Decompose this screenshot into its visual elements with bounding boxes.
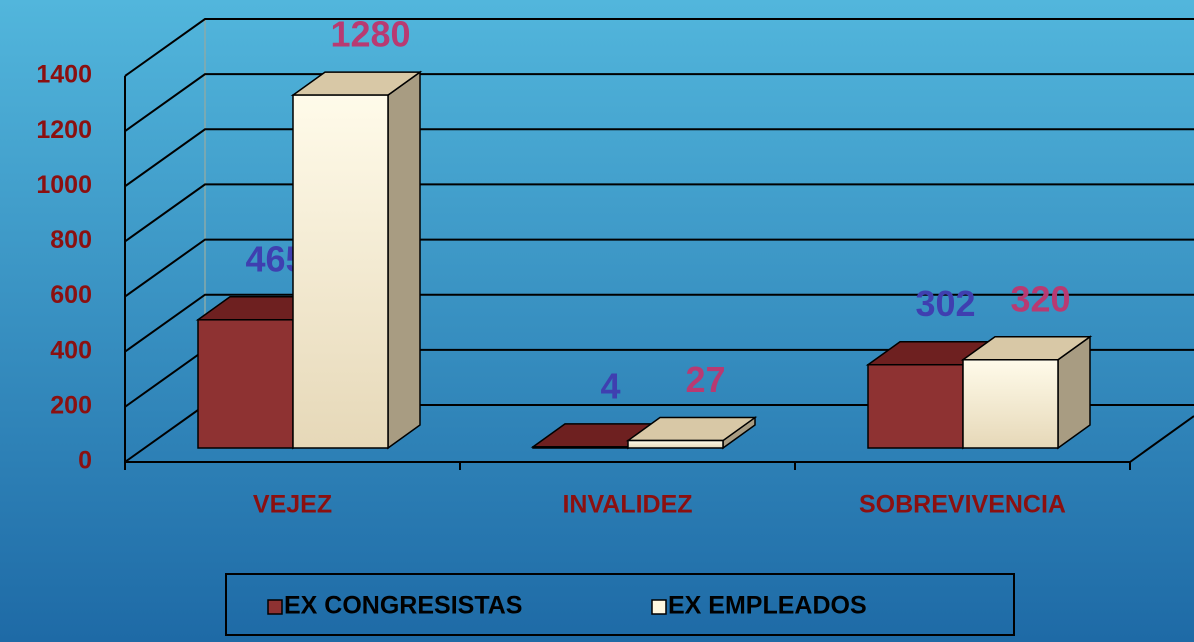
y-tick-label: 1000 xyxy=(36,171,92,199)
bar xyxy=(962,359,1059,449)
y-tick-label: 0 xyxy=(78,447,92,475)
y-tick-label: 1400 xyxy=(36,61,92,89)
y-tick-label: 400 xyxy=(50,336,92,364)
data-label: 302 xyxy=(915,283,975,324)
legend-label: EX EMPLEADOS xyxy=(668,592,867,620)
y-tick-label: 1200 xyxy=(36,116,92,144)
y-tick-label: 600 xyxy=(50,281,92,309)
data-label: 320 xyxy=(1010,278,1070,319)
x-tick-label: SOBREVIVENCIA xyxy=(859,491,1066,519)
x-tick-label: INVALIDEZ xyxy=(562,491,692,519)
bar xyxy=(197,319,294,449)
grid-line xyxy=(124,18,1194,77)
data-label: 27 xyxy=(685,359,725,400)
x-tick-label: VEJEZ xyxy=(253,491,332,519)
bar xyxy=(532,446,629,449)
y-tick-label: 200 xyxy=(50,391,92,419)
data-label: 4 xyxy=(600,365,620,406)
legend-label: EX CONGRESISTAS xyxy=(284,592,522,620)
legend-swatch xyxy=(651,599,667,615)
grid-line xyxy=(124,73,1194,132)
bar xyxy=(627,439,724,449)
data-label: 1280 xyxy=(330,14,410,55)
grid-line xyxy=(124,128,1194,188)
grid-line xyxy=(124,183,1194,243)
bar xyxy=(867,363,964,449)
bar-side xyxy=(387,70,421,450)
grid-line xyxy=(124,238,1194,298)
bar xyxy=(292,94,389,449)
y-tick-label: 800 xyxy=(50,226,92,254)
grid-line xyxy=(124,293,1194,353)
legend-box xyxy=(225,573,1015,636)
legend-swatch xyxy=(267,599,283,615)
